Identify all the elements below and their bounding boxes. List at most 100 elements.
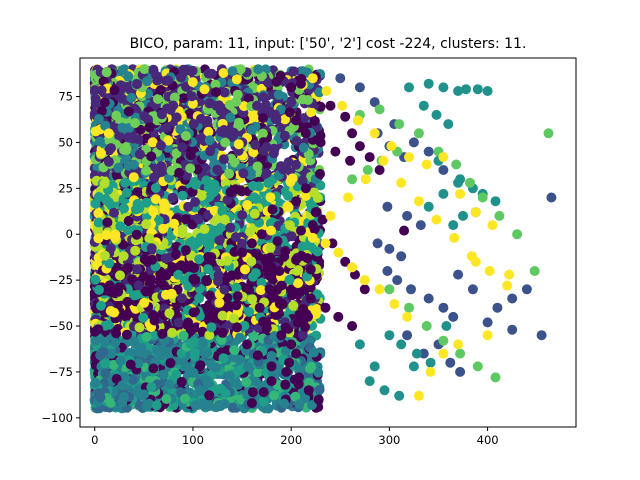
scatter-point	[120, 372, 131, 383]
scatter-point	[153, 215, 164, 226]
scatter-point	[158, 369, 169, 380]
scatter-point	[178, 93, 189, 104]
scatter-point	[283, 202, 294, 213]
scatter-point	[280, 346, 291, 357]
scatter-point	[122, 225, 133, 236]
scatter-point	[211, 226, 222, 237]
scatter-point	[115, 355, 126, 366]
scatter-point	[258, 396, 269, 407]
scatter-point	[241, 377, 252, 388]
scatter-point	[123, 71, 134, 82]
scatter-point	[265, 242, 276, 253]
scatter-point	[175, 124, 186, 135]
scatter-point	[288, 66, 299, 77]
scatter-point	[117, 122, 128, 133]
scatter-point	[266, 350, 277, 361]
scatter-point	[134, 344, 145, 354]
scatter-point	[228, 127, 239, 138]
scatter-point	[206, 68, 217, 79]
dense-point-cloud	[89, 64, 326, 414]
scatter-point	[146, 151, 157, 162]
scatter-point	[193, 214, 204, 225]
scatter-point	[258, 145, 269, 156]
scatter-point	[194, 293, 205, 304]
scatter-point	[240, 264, 250, 275]
scatter-point	[188, 118, 199, 129]
scatter-point	[179, 275, 190, 286]
scatter-point	[244, 306, 255, 317]
scatter-point	[133, 280, 144, 291]
scatter-point	[128, 374, 138, 385]
scatter-point	[303, 95, 313, 105]
scatter-point	[128, 172, 139, 183]
scatter-point	[279, 130, 290, 141]
scatter-point	[185, 150, 196, 161]
scatter-point	[95, 392, 106, 403]
scatter-point	[177, 142, 188, 153]
scatter-point	[100, 368, 111, 379]
scatter-point	[167, 192, 178, 203]
scatter-point	[171, 369, 182, 380]
scatter-point	[205, 304, 216, 315]
scatter-point	[119, 144, 129, 155]
scatter-point	[149, 172, 159, 183]
scatter-point	[233, 117, 244, 128]
scatter-point	[315, 168, 325, 179]
scatter-point	[196, 113, 206, 124]
scatter-point	[217, 205, 228, 216]
scatter-point	[273, 89, 284, 100]
scatter-point	[117, 93, 128, 104]
scatter-point	[194, 385, 205, 396]
scatter-point	[219, 398, 230, 409]
scatter-point	[217, 310, 228, 321]
scatter-point	[177, 228, 188, 239]
scatter-point	[155, 85, 166, 96]
scatter-point	[288, 300, 299, 311]
scatter-point	[180, 245, 191, 256]
scatter-point	[263, 178, 274, 189]
scatter-point	[224, 168, 235, 179]
scatter-point	[171, 249, 181, 260]
scatter-point	[90, 198, 101, 209]
scatter-point	[145, 273, 156, 284]
scatter-point	[243, 93, 254, 104]
scatter-point	[180, 214, 191, 225]
scatter-point	[222, 292, 233, 303]
chart-title: BICO, param: 11, input: ['50', '2'] cost…	[130, 36, 527, 52]
scatter-point	[219, 214, 230, 225]
scatter-point	[230, 232, 241, 243]
scatter-point	[161, 270, 172, 281]
scatter-point	[142, 76, 153, 87]
scatter-point	[144, 233, 155, 244]
scatter-point	[135, 124, 146, 135]
scatter-point	[305, 264, 316, 275]
scatter-point	[127, 274, 138, 285]
scatter-point	[93, 114, 104, 124]
scatter-point	[148, 65, 159, 76]
scatter-point	[129, 336, 139, 347]
scatter-point	[147, 137, 158, 148]
scatter-point	[176, 72, 186, 83]
scatter-point	[130, 118, 141, 128]
scatter-point	[96, 106, 107, 116]
scatter-point	[139, 297, 150, 308]
scatter-point	[218, 68, 229, 78]
scatter-point	[152, 94, 163, 104]
scatter-point	[245, 226, 256, 237]
scatter-point	[156, 109, 167, 120]
scatter-point	[156, 167, 167, 177]
scatter-point	[139, 111, 150, 122]
scatter-point	[309, 116, 320, 126]
scatter-point	[225, 222, 236, 233]
scatter-point	[284, 220, 295, 231]
scatter-point	[199, 224, 210, 235]
scatter-point	[114, 131, 125, 141]
scatter-point	[106, 348, 117, 359]
scatter-point	[141, 332, 152, 342]
scatter-point	[160, 253, 171, 264]
scatter-point	[235, 64, 246, 75]
scatter-point	[314, 384, 325, 395]
scatter-point	[202, 238, 213, 249]
scatter-point	[253, 367, 263, 378]
